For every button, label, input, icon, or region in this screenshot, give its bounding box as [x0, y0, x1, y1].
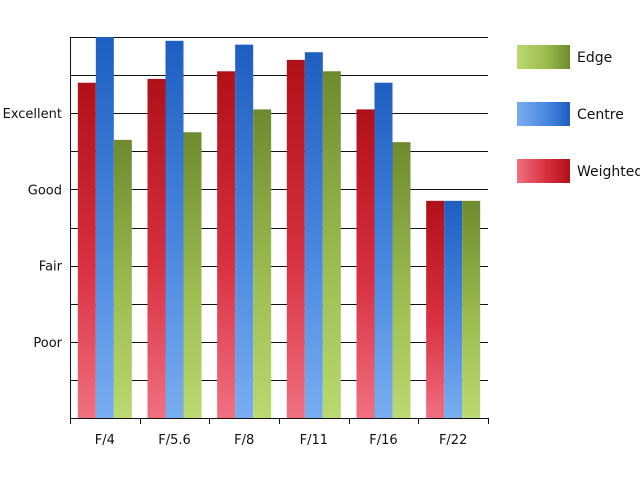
legend-swatch-weighted	[517, 159, 570, 183]
x-tick-label: F/5.6	[158, 433, 191, 448]
bar-centre	[304, 52, 323, 419]
bar-edge	[462, 200, 481, 418]
y-axis-labels: Poor Fair Good Excellent	[3, 107, 63, 351]
bar-centre	[165, 40, 184, 419]
legend: Edge Centre Weighted	[517, 45, 640, 183]
bar-edge	[322, 71, 341, 418]
bar-weighted	[77, 82, 96, 418]
bar-edge	[183, 132, 202, 418]
bar-edge	[392, 142, 411, 418]
x-tick-label: F/16	[369, 433, 397, 448]
legend-swatch-edge	[517, 45, 570, 69]
legend-label-edge: Edge	[577, 50, 612, 66]
x-tick-label: F/11	[300, 433, 328, 448]
grid-lines	[70, 37, 488, 381]
axes	[70, 37, 489, 424]
x-tick-label: F/8	[234, 433, 254, 448]
x-tick-label: F/4	[95, 433, 115, 448]
bar-weighted	[147, 78, 166, 418]
legend-swatch-centre	[517, 102, 570, 126]
legend-label-centre: Centre	[577, 107, 624, 123]
bar-weighted	[217, 71, 236, 418]
legend-label-weighted: Weighted	[577, 164, 640, 180]
x-axis-labels: F/4 F/5.6 F/8 F/11 F/16 F/22	[95, 433, 468, 448]
y-tick-label: Fair	[39, 260, 63, 275]
bars	[77, 37, 481, 424]
bar-centre	[235, 44, 254, 419]
x-tick-label: F/22	[439, 433, 467, 448]
bar-weighted	[356, 109, 375, 418]
bar-edge	[253, 109, 272, 418]
y-tick-label: Poor	[33, 336, 62, 351]
bar-edge	[113, 139, 132, 418]
bar-weighted	[426, 200, 445, 418]
y-tick-label: Excellent	[3, 107, 62, 122]
bar-centre	[444, 200, 463, 418]
bar-weighted	[286, 59, 305, 419]
bar-centre	[95, 37, 114, 418]
bar-centre	[374, 82, 393, 418]
y-tick-label: Good	[28, 183, 62, 198]
